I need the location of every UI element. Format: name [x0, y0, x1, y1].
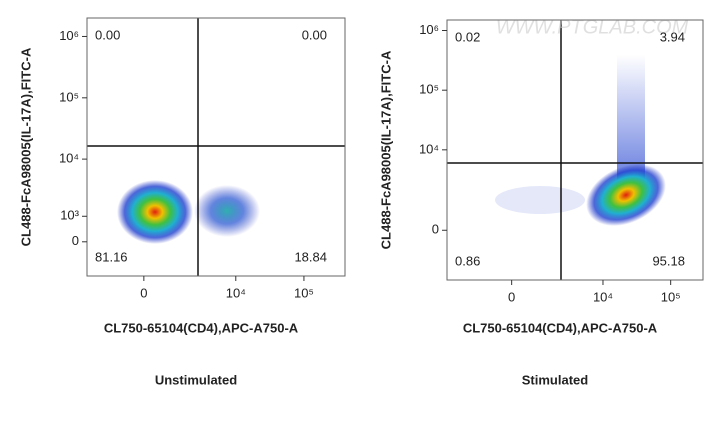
y-tick-label: 0	[72, 233, 79, 248]
y-axis-title: CL488-FcA98005(IL-17A),FITC-A	[378, 50, 393, 249]
x-tick-label: 10⁴	[226, 285, 246, 300]
quadrant-percent: 18.84	[294, 249, 327, 264]
y-tick-label: 10⁵	[59, 89, 79, 104]
y-tick-label: 10⁴	[419, 141, 439, 156]
quadrant-percent: 0.00	[302, 27, 327, 42]
x-tick-label: 10⁵	[294, 285, 314, 300]
quadrant-percent: 0.02	[455, 29, 480, 44]
y-tick-label: 10⁴	[59, 151, 79, 166]
caption: Unstimulated	[155, 372, 237, 387]
y-tick-label: 10⁶	[419, 22, 439, 37]
watermark: WWW.PTGLAB.COM	[496, 16, 689, 38]
caption: Stimulated	[522, 372, 589, 387]
plot-frame	[446, 19, 704, 281]
quadrant-percent: 0.00	[95, 27, 120, 42]
y-tick-label: 0	[432, 222, 439, 237]
x-tick-label: 0	[140, 285, 147, 300]
plot-frame	[86, 17, 346, 277]
x-tick-label: 10⁵	[661, 289, 681, 304]
y-tick-label: 10⁵	[419, 82, 439, 97]
y-tick-label: 10⁶	[59, 28, 79, 43]
y-axis-title: CL488-FcA98005(IL-17A),FITC-A	[18, 47, 33, 246]
x-tick-label: 0	[508, 289, 515, 304]
y-tick-label: 10³	[60, 208, 79, 223]
quadrant-percent: 3.94	[660, 29, 685, 44]
x-axis-title: CL750-65104(CD4),APC-A750-A	[104, 320, 299, 335]
x-axis-title: CL750-65104(CD4),APC-A750-A	[463, 320, 658, 335]
x-tick-label: 10⁴	[593, 289, 613, 304]
gates	[87, 18, 703, 280]
quadrant-percent: 81.16	[95, 249, 128, 264]
quadrant-percent: 0.86	[455, 253, 480, 268]
quadrant-percent: 95.18	[652, 253, 685, 268]
density-clouds	[117, 55, 666, 244]
